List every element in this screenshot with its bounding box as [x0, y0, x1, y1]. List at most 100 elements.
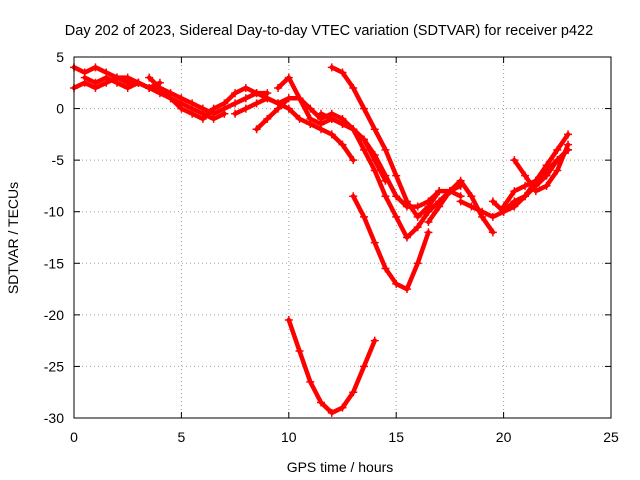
data-point	[456, 176, 465, 185]
data-point	[349, 388, 358, 397]
data-point	[521, 181, 530, 190]
data-point	[145, 83, 154, 92]
data-point	[241, 94, 250, 103]
data-point	[80, 73, 89, 82]
data-point	[564, 140, 573, 149]
series-track-16	[284, 316, 379, 417]
x-tick-label: 15	[388, 429, 404, 445]
data-point	[413, 202, 422, 211]
data-point	[531, 176, 540, 185]
data-point	[295, 346, 304, 355]
data-point	[284, 73, 293, 82]
data-point	[241, 83, 250, 92]
data-point	[306, 114, 315, 123]
x-tick-label: 20	[496, 429, 512, 445]
y-tick-label: -10	[44, 204, 64, 220]
data-point	[284, 94, 293, 103]
data-point	[209, 114, 218, 123]
series-track-11	[424, 176, 497, 237]
data-series-group	[70, 63, 573, 417]
data-point	[413, 259, 422, 268]
data-point	[231, 89, 240, 98]
data-point	[134, 78, 143, 87]
x-axis-title: GPS time / hours	[287, 459, 394, 475]
data-point	[338, 68, 347, 77]
data-point	[402, 285, 411, 294]
data-point	[499, 202, 508, 211]
data-point	[295, 94, 304, 103]
data-point	[370, 150, 379, 159]
data-point	[553, 145, 562, 154]
data-point	[349, 192, 358, 201]
series-track-9	[317, 109, 465, 242]
data-point	[424, 207, 433, 216]
y-tick-label: -20	[44, 307, 64, 323]
series-line	[82, 75, 227, 122]
data-point	[338, 403, 347, 412]
chart-title: Day 202 of 2023, Sidereal Day-to-day VTE…	[65, 23, 593, 39]
data-point	[488, 228, 497, 237]
data-point	[402, 197, 411, 206]
data-point	[510, 197, 519, 206]
data-point	[231, 99, 240, 108]
series-line	[275, 75, 463, 209]
data-point	[306, 104, 315, 113]
series-line	[350, 193, 431, 292]
data-point	[510, 156, 519, 165]
data-point	[284, 104, 293, 113]
data-point	[252, 89, 261, 98]
y-tick-label: -5	[52, 152, 65, 168]
data-point	[209, 104, 218, 113]
data-point	[370, 125, 379, 134]
data-point	[263, 94, 272, 103]
data-point	[381, 171, 390, 180]
data-point	[488, 197, 497, 206]
data-point	[467, 202, 476, 211]
data-point	[370, 238, 379, 247]
data-point	[317, 398, 326, 407]
data-point	[521, 192, 530, 201]
data-point	[424, 228, 433, 237]
series-track-6	[252, 94, 390, 185]
series-line	[512, 142, 571, 194]
data-point	[252, 125, 261, 134]
data-point	[338, 140, 347, 149]
data-point	[198, 114, 207, 123]
series-track-13	[488, 145, 573, 216]
data-point	[413, 223, 422, 232]
data-point	[370, 166, 379, 175]
data-point	[467, 192, 476, 201]
data-point	[381, 145, 390, 154]
y-tick-label: -25	[44, 358, 64, 374]
y-tick-label: -30	[44, 410, 64, 426]
data-point	[445, 187, 454, 196]
data-point	[102, 73, 111, 82]
data-point	[542, 161, 551, 170]
series-track-10	[349, 192, 433, 294]
data-point	[392, 279, 401, 288]
data-point	[155, 83, 164, 92]
data-point	[166, 94, 175, 103]
data-point	[327, 114, 336, 123]
data-point	[231, 109, 240, 118]
x-tick-label: 25	[603, 429, 619, 445]
data-point	[274, 104, 283, 113]
data-point	[306, 377, 315, 386]
data-point	[349, 83, 358, 92]
data-point	[349, 156, 358, 165]
series-line	[232, 96, 356, 163]
y-tick-label: 0	[56, 101, 64, 117]
data-point	[295, 114, 304, 123]
y-tick-label: -15	[44, 255, 64, 271]
axis-ticks: 0 5 10 15 20 25 -30 -25 -20 -15 -10 -5 0 5	[44, 49, 619, 445]
data-point	[553, 166, 562, 175]
data-point	[188, 109, 197, 118]
data-point	[413, 212, 422, 221]
data-point	[220, 109, 229, 118]
data-point	[402, 233, 411, 242]
data-point	[564, 130, 573, 139]
data-point	[435, 202, 444, 211]
data-point	[521, 171, 530, 180]
series-line	[490, 147, 571, 214]
grid	[74, 57, 611, 418]
